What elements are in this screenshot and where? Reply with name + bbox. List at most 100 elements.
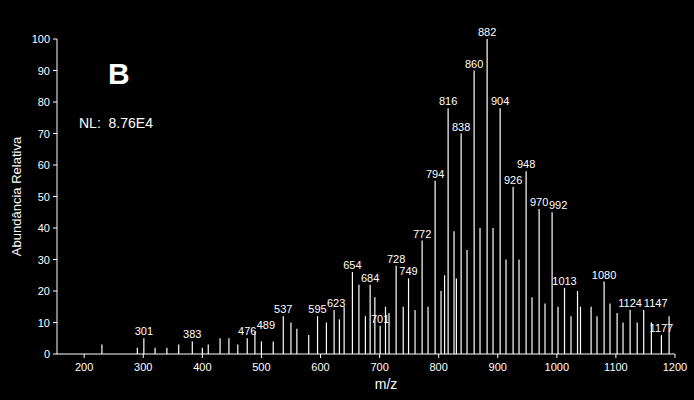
peak-label: 701 <box>371 313 389 325</box>
peak <box>629 310 630 354</box>
peak <box>544 304 545 354</box>
peak <box>358 285 359 354</box>
y-tick-label: 80 <box>38 96 50 108</box>
y-tick-label: 50 <box>38 191 50 203</box>
peak <box>564 288 565 354</box>
peak-label: 1124 <box>618 297 642 309</box>
x-tick-label: 500 <box>252 361 270 373</box>
y-tick-label: 90 <box>38 65 50 77</box>
peak <box>414 310 415 354</box>
peak <box>408 278 409 354</box>
x-tick <box>84 354 85 358</box>
peak <box>143 338 144 354</box>
peak <box>192 341 193 354</box>
peak <box>422 241 423 354</box>
x-tick-label: 600 <box>311 361 329 373</box>
x-tick <box>438 354 439 358</box>
x-tick <box>379 354 380 358</box>
peak <box>461 134 462 355</box>
peak-label: 1147 <box>644 297 668 309</box>
y-tick-label: 0 <box>44 348 50 360</box>
y-tick <box>53 196 57 197</box>
peak <box>453 231 454 354</box>
peak <box>403 307 404 354</box>
peak-label: 595 <box>308 303 326 315</box>
peak <box>290 323 291 355</box>
peak <box>308 335 309 354</box>
y-tick <box>53 102 57 103</box>
peak <box>500 108 501 354</box>
y-tick-label: 30 <box>38 254 50 266</box>
peak <box>427 307 428 354</box>
peak <box>339 319 340 354</box>
peak-label: 1013 <box>552 275 576 287</box>
peak <box>273 341 274 354</box>
peak <box>570 316 571 354</box>
x-tick <box>556 354 557 358</box>
peak <box>380 326 381 354</box>
x-tick <box>615 354 616 358</box>
x-tick-label: 800 <box>429 361 447 373</box>
peak <box>261 341 262 354</box>
peak-label: 838 <box>452 121 470 133</box>
y-tick <box>53 228 57 229</box>
y-tick <box>53 133 57 134</box>
peak <box>479 228 480 354</box>
peak-label: 728 <box>387 253 405 265</box>
peak-label: 476 <box>238 325 256 337</box>
peak <box>539 209 540 354</box>
peak-label: 772 <box>413 228 431 240</box>
y-tick <box>53 39 57 40</box>
peak <box>219 338 220 354</box>
x-tick-label: 1200 <box>663 361 687 373</box>
x-tick-label: 1000 <box>545 361 569 373</box>
background <box>0 0 694 400</box>
x-tick <box>202 354 203 358</box>
peak <box>505 260 506 355</box>
x-tick-label: 1100 <box>604 361 628 373</box>
peak <box>396 266 397 354</box>
peak-label: 860 <box>465 58 483 70</box>
peak <box>202 348 203 354</box>
peak <box>643 310 644 354</box>
peak <box>580 307 581 354</box>
peak <box>492 228 493 354</box>
y-tick <box>53 354 57 355</box>
peak <box>487 39 488 354</box>
y-tick-label: 40 <box>38 222 50 234</box>
chart: 2003004005006007008009001000110012000102… <box>0 0 694 400</box>
y-tick <box>53 291 57 292</box>
peak-label: 794 <box>426 168 444 180</box>
y-tick <box>53 259 57 260</box>
peak-label: 301 <box>135 325 153 337</box>
peak-label: 489 <box>257 319 275 331</box>
peak <box>448 108 449 354</box>
x-tick <box>261 354 262 358</box>
y-tick <box>53 322 57 323</box>
peak <box>518 260 519 355</box>
y-tick-label: 70 <box>38 128 50 140</box>
peak <box>474 71 475 355</box>
x-tick-label: 700 <box>370 361 388 373</box>
x-tick <box>675 354 676 358</box>
peak <box>616 313 617 354</box>
peak-label: 1177 <box>650 322 674 334</box>
x-axis-label: m/z <box>375 376 398 392</box>
peak <box>661 335 662 354</box>
peak <box>317 316 318 354</box>
y-tick <box>53 70 57 71</box>
peak <box>154 348 155 354</box>
peak <box>622 323 623 355</box>
peak <box>166 348 167 354</box>
peak <box>137 348 138 354</box>
x-tick-label: 400 <box>193 361 211 373</box>
peaks <box>102 39 669 354</box>
peak <box>237 345 238 354</box>
x-tick-label: 200 <box>75 361 93 373</box>
peak <box>456 278 457 354</box>
peak-label: 816 <box>439 95 457 107</box>
peak <box>283 316 284 354</box>
peak <box>466 250 467 354</box>
peak-label: 654 <box>343 259 361 271</box>
peak <box>352 272 353 354</box>
